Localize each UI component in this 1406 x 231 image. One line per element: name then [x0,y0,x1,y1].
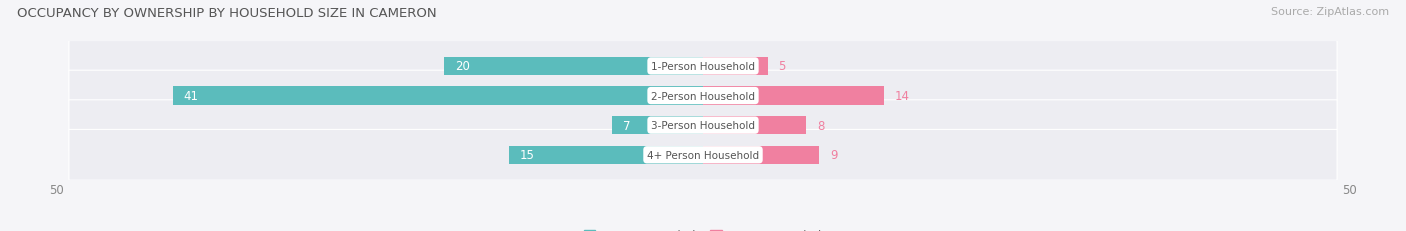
Bar [703,146,820,164]
Bar [173,87,703,105]
Text: 7: 7 [623,119,630,132]
Legend: Owner-occupied, Renter-occupied: Owner-occupied, Renter-occupied [579,224,827,231]
Bar [703,58,768,76]
FancyBboxPatch shape [69,41,1337,92]
Text: 4+ Person Household: 4+ Person Household [647,150,759,160]
Text: 41: 41 [183,90,198,103]
Text: 8: 8 [817,119,824,132]
FancyBboxPatch shape [69,130,1337,180]
Text: OCCUPANCY BY OWNERSHIP BY HOUSEHOLD SIZE IN CAMERON: OCCUPANCY BY OWNERSHIP BY HOUSEHOLD SIZE… [17,7,436,20]
Text: 15: 15 [519,149,534,162]
Text: 5: 5 [778,60,786,73]
Bar [509,146,703,164]
Bar [613,116,703,135]
Bar [703,116,807,135]
FancyBboxPatch shape [69,71,1337,122]
Text: 20: 20 [454,60,470,73]
FancyBboxPatch shape [69,100,1337,151]
Text: 9: 9 [830,149,837,162]
Text: Source: ZipAtlas.com: Source: ZipAtlas.com [1271,7,1389,17]
Text: 2-Person Household: 2-Person Household [651,91,755,101]
Bar [703,87,884,105]
Text: 14: 14 [894,90,910,103]
Text: 1-Person Household: 1-Person Household [651,62,755,72]
Bar [444,58,703,76]
Text: 3-Person Household: 3-Person Household [651,121,755,131]
